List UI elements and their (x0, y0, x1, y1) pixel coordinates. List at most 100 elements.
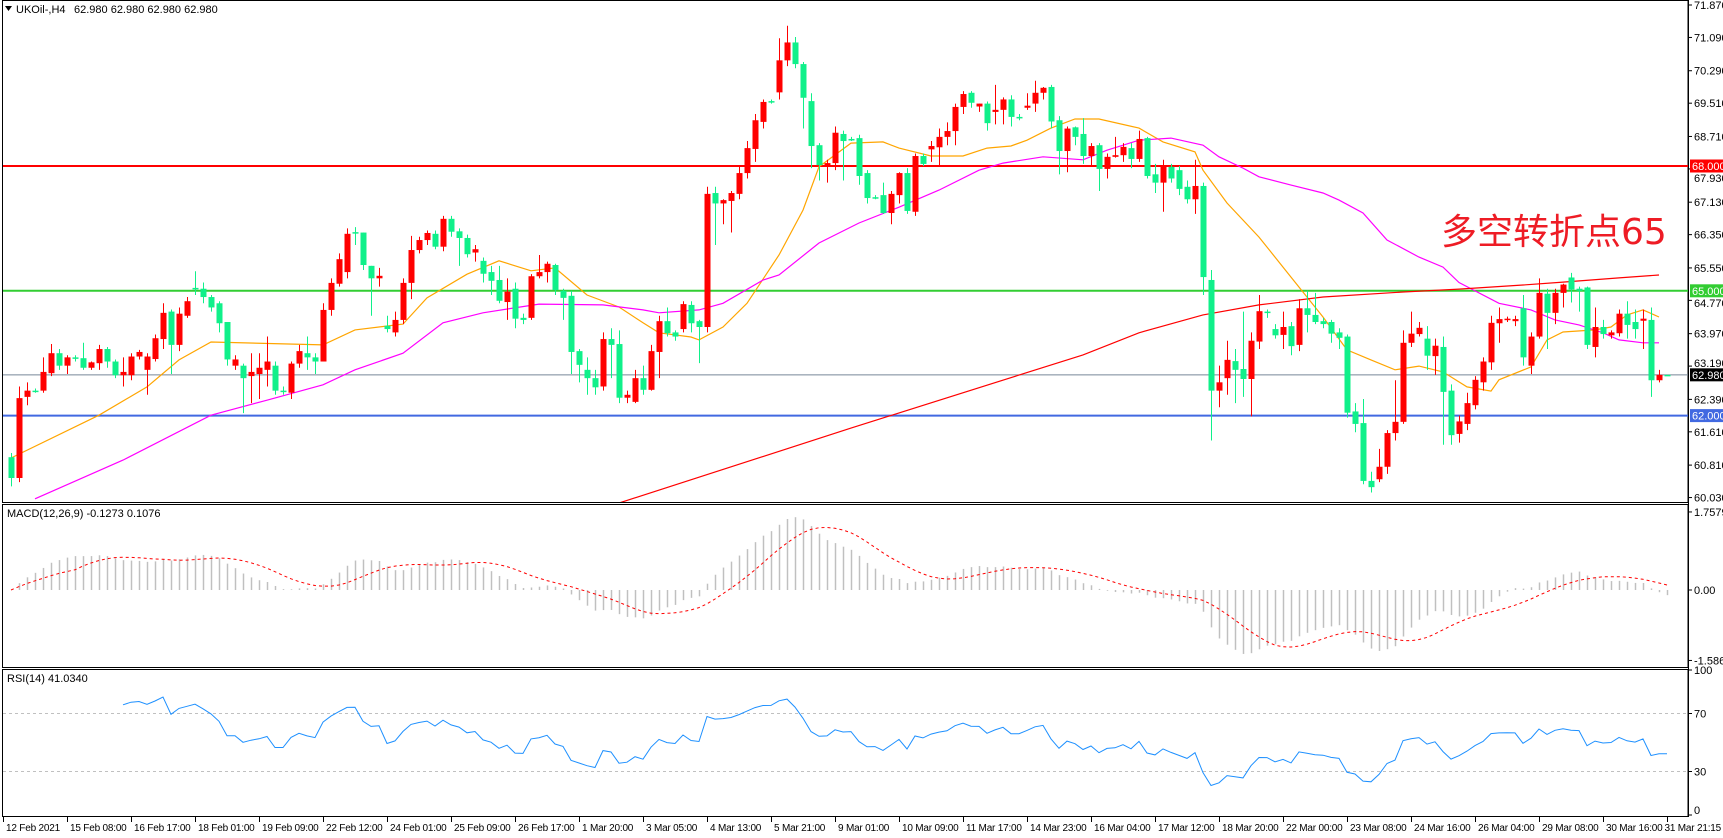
candle (160, 303, 167, 350)
candle (104, 346, 111, 368)
macd-signal-line (10, 526, 1668, 648)
candle-body (440, 218, 447, 247)
candle (1296, 299, 1303, 352)
ma-mid-line (34, 137, 1659, 500)
candle (1456, 415, 1463, 443)
time-tick-label: 22 Feb 12:00 (326, 823, 383, 834)
candle-body (472, 249, 479, 253)
candle (784, 25, 791, 67)
candle-body (312, 357, 319, 362)
candle (48, 344, 55, 377)
rsi-tick-label: 100 (1694, 665, 1712, 677)
candle-body (160, 312, 167, 340)
level-price-tag (1690, 409, 1723, 423)
candle-body (1032, 92, 1039, 104)
candle-body (336, 259, 343, 284)
candle (1112, 136, 1119, 158)
candle-body (192, 287, 199, 290)
candle (392, 311, 399, 337)
candle (944, 122, 951, 146)
candle (1288, 322, 1295, 356)
candle-body (1000, 99, 1007, 110)
candle (600, 332, 607, 391)
candle-body (1520, 308, 1527, 358)
candle (1360, 398, 1367, 485)
candle-body (240, 365, 247, 379)
candle-body (208, 297, 215, 308)
macd-tick-label: 1.7579 (1694, 507, 1723, 519)
candle (568, 290, 575, 374)
candle-body (1112, 155, 1119, 157)
candle (1440, 336, 1447, 445)
candle-body (280, 390, 287, 393)
price-tick-label: 68.710 (1694, 131, 1723, 143)
candle-body (624, 394, 631, 398)
candle (1376, 448, 1383, 483)
candle-body (392, 319, 399, 333)
candle-body (888, 193, 895, 214)
candle-body (424, 232, 431, 241)
candle-body (592, 378, 599, 388)
candle (456, 228, 463, 266)
candle (352, 227, 359, 246)
macd-panel[interactable] (2, 504, 1689, 668)
candle-body (1416, 327, 1423, 335)
triangle-down-icon[interactable] (5, 6, 12, 11)
candle (1000, 97, 1007, 125)
time-tick-label: 15 Feb 08:00 (70, 823, 127, 834)
candle-body (1328, 322, 1335, 334)
candle-body (136, 351, 143, 357)
candle-body (928, 146, 935, 150)
candle (1552, 288, 1559, 325)
level-price-tag (1690, 159, 1723, 173)
time-tick-label: 12 Feb 2021 (6, 823, 61, 834)
main-price-panel[interactable] (2, 0, 1689, 503)
candle-body (1656, 374, 1663, 381)
candle-body (16, 398, 23, 478)
price-tick-label: 71.870 (1694, 0, 1723, 12)
candle (1144, 136, 1151, 179)
time-tick-label: 26 Mar 04:00 (1478, 823, 1535, 834)
time-tick-label: 1 Mar 20:00 (582, 823, 634, 834)
candle (512, 282, 519, 329)
candle-body (720, 200, 727, 204)
candle-body (960, 94, 967, 107)
candle-body (640, 378, 647, 390)
rsi-tick-label: 0 (1694, 805, 1700, 817)
candle-body (8, 457, 15, 478)
price-tick-label: 67.930 (1694, 173, 1723, 185)
candle-body (352, 232, 359, 234)
candle (280, 386, 287, 395)
time-tick-label: 29 Mar 08:00 (1542, 823, 1599, 834)
candle-body (1376, 466, 1383, 480)
candle (640, 365, 647, 395)
candle (88, 361, 95, 370)
rsi-plot (3, 696, 1688, 787)
candle-body (776, 60, 783, 93)
candle-body (456, 231, 463, 238)
time-tick-label: 9 Mar 01:00 (838, 823, 890, 834)
candle-body (80, 358, 87, 368)
candle-body (1504, 318, 1511, 321)
time-tick-label: 5 Mar 21:00 (774, 823, 826, 834)
price-tick-label: 67.130 (1694, 197, 1723, 209)
level-price-tag (1690, 368, 1723, 382)
candle (968, 91, 975, 108)
rsi-panel[interactable] (2, 669, 1689, 817)
candle-body (1016, 116, 1023, 119)
candle (8, 453, 15, 487)
candle (544, 261, 551, 283)
candle (360, 232, 367, 270)
candle-body (1600, 326, 1607, 335)
candle-body (1072, 127, 1079, 137)
annotation-text: 多空转折点65 (1441, 212, 1667, 253)
candle-body (1552, 292, 1559, 313)
candle (880, 182, 887, 214)
candle-body (528, 276, 535, 318)
candle-body (1456, 421, 1463, 434)
candle-body (408, 250, 415, 283)
candle-body (896, 173, 903, 196)
candle (224, 322, 231, 366)
candle-body (1096, 145, 1103, 169)
